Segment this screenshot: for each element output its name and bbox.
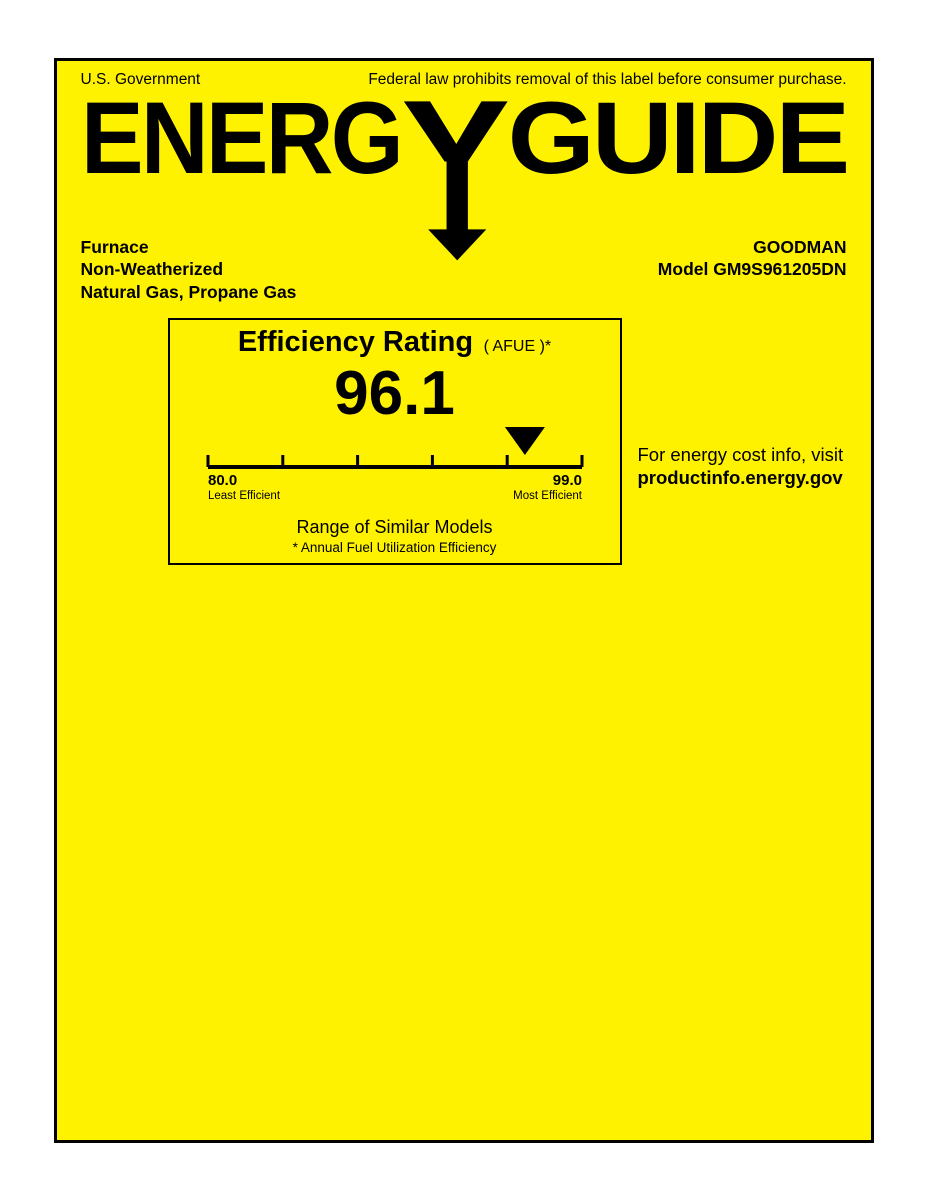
range-note: * Annual Fuel Utilization Efficiency: [182, 540, 608, 555]
rating-heading: Efficiency Rating ( AFUE )*: [182, 326, 608, 359]
svg-text:80.0: 80.0: [208, 472, 237, 489]
cost-info: For energy cost info, visit productinfo.…: [638, 443, 844, 565]
energy-guide-label: U.S. Government Federal law prohibits re…: [54, 58, 874, 1143]
efficiency-rating-box: Efficiency Rating ( AFUE )* 96.1 80.0 99…: [168, 318, 622, 565]
product-model: Model GM9S961205DN: [658, 258, 847, 281]
rating-title: Efficiency Rating: [238, 326, 473, 358]
svg-text:Most Efficient: Most Efficient: [513, 490, 583, 502]
header-right: Federal law prohibits removal of this la…: [368, 71, 846, 89]
product-fuel: Natural Gas, Propane Gas: [81, 281, 297, 304]
range-title: Range of Similar Models: [182, 517, 608, 538]
svg-text:ENERG: ENERG: [81, 91, 401, 195]
energyguide-logo: ENERG GUIDE: [81, 91, 847, 246]
header-line: U.S. Government Federal law prohibits re…: [81, 71, 847, 89]
svg-text:Least Efficient: Least Efficient: [208, 490, 281, 502]
cost-info-url: productinfo.energy.gov: [638, 466, 844, 489]
energyguide-logo-svg: ENERG GUIDE: [81, 91, 847, 261]
rating-scale-svg: 80.0 99.0 Least Efficient Most Efficient: [204, 425, 586, 511]
rating-value: 96.1: [182, 363, 608, 425]
mid-row: Efficiency Rating ( AFUE )* 96.1 80.0 99…: [81, 318, 847, 565]
svg-text:99.0: 99.0: [552, 472, 581, 489]
product-weather: Non-Weatherized: [81, 258, 297, 281]
rating-scale: 80.0 99.0 Least Efficient Most Efficient: [204, 425, 586, 511]
svg-text:GUIDE: GUIDE: [507, 91, 846, 195]
header-left: U.S. Government: [81, 71, 201, 89]
cost-info-line1: For energy cost info, visit: [638, 443, 844, 466]
rating-subtitle: ( AFUE )*: [484, 338, 552, 355]
